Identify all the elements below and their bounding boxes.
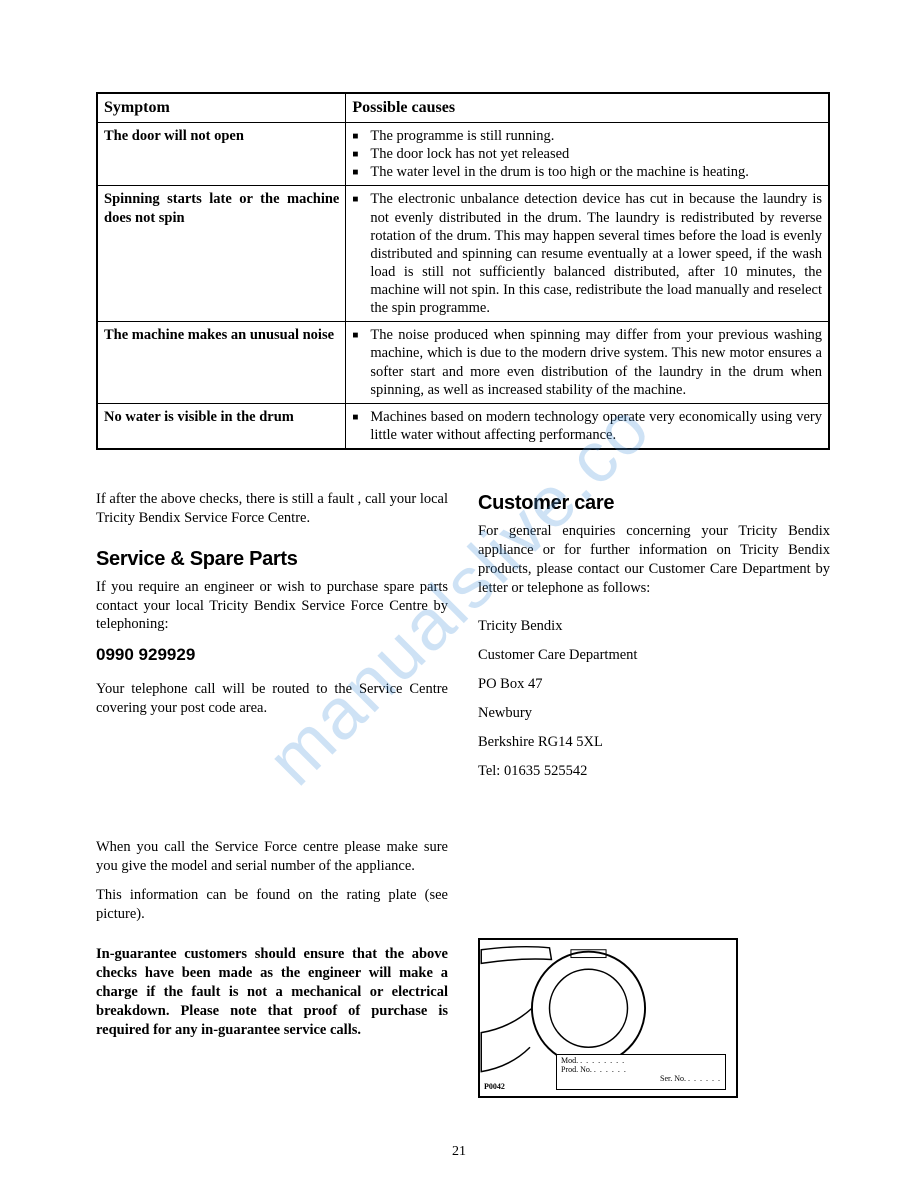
cause-text: Machines based on modern technology oper… (370, 408, 822, 444)
cause-text: The electronic unbalance detection devic… (370, 190, 822, 317)
causes-cell: The electronic unbalance detection devic… (346, 186, 829, 322)
table-row: Spinning starts late or the machine does… (97, 186, 829, 322)
table-row: The door will not open The programme is … (97, 123, 829, 186)
service-heading: Service & Spare Parts (96, 546, 448, 572)
right-column: Customer care For general enquiries conc… (478, 490, 830, 1098)
cause-text: The water level in the drum is too high … (370, 163, 822, 181)
rating-plate-paragraph: This information can be found on the rat… (96, 886, 448, 924)
rating-prod-label: Prod. No. (561, 1065, 592, 1074)
cause-text: The noise produced when spinning may dif… (370, 326, 822, 399)
address-line: PO Box 47 (478, 675, 830, 694)
rating-mod-label: Mod. (561, 1056, 578, 1065)
symptom-cell: Spinning starts late or the machine does… (97, 186, 346, 322)
symptom-cell: The door will not open (97, 123, 346, 186)
left-column: If after the above checks, there is stil… (96, 490, 448, 1098)
table-row: No water is visible in the drum Machines… (97, 403, 829, 449)
causes-cell: The noise produced when spinning may dif… (346, 322, 829, 404)
page-number: 21 (452, 1144, 466, 1160)
routing-paragraph: Your telephone call will be routed to th… (96, 680, 448, 718)
guarantee-paragraph: In-guarantee customers should ensure tha… (96, 945, 448, 1039)
symptom-cell: No water is visible in the drum (97, 403, 346, 449)
address-line: Berkshire RG14 5XL (478, 733, 830, 752)
phone-number: 0990 929929 (96, 644, 448, 666)
address-line: Newbury (478, 704, 830, 723)
table-row: The machine makes an unusual noise The n… (97, 322, 829, 404)
table-header-symptom: Symptom (97, 93, 346, 123)
address-line: Tricity Bendix (478, 617, 830, 636)
model-serial-paragraph: When you call the Service Force centre p… (96, 838, 448, 876)
symptom-cell: The machine makes an unusual noise (97, 322, 346, 404)
intro-paragraph: If after the above checks, there is stil… (96, 490, 448, 528)
figure-code: P0042 (484, 1082, 505, 1092)
address-line: Tel: 01635 525542 (478, 762, 830, 781)
causes-cell: Machines based on modern technology oper… (346, 403, 829, 449)
cause-text: The programme is still running. (370, 127, 822, 145)
two-column-layout: If after the above checks, there is stil… (96, 490, 830, 1098)
customer-care-paragraph: For general enquiries concerning your Tr… (478, 522, 830, 597)
service-paragraph: If you require an engineer or wish to pu… (96, 578, 448, 635)
troubleshooting-table: Symptom Possible causes The door will no… (96, 92, 830, 450)
cause-text: The door lock has not yet released (370, 145, 822, 163)
causes-cell: The programme is still running. The door… (346, 123, 829, 186)
rating-plate-figure: Mod. . . . . . . . . Prod. No. . . . . .… (478, 938, 738, 1098)
rating-ser-label: Ser. No. (660, 1074, 686, 1083)
rating-plate-box: Mod. . . . . . . . . Prod. No. . . . . .… (556, 1054, 726, 1090)
customer-care-heading: Customer care (478, 490, 830, 516)
address-line: Customer Care Department (478, 646, 830, 665)
table-header-causes: Possible causes (346, 93, 829, 123)
